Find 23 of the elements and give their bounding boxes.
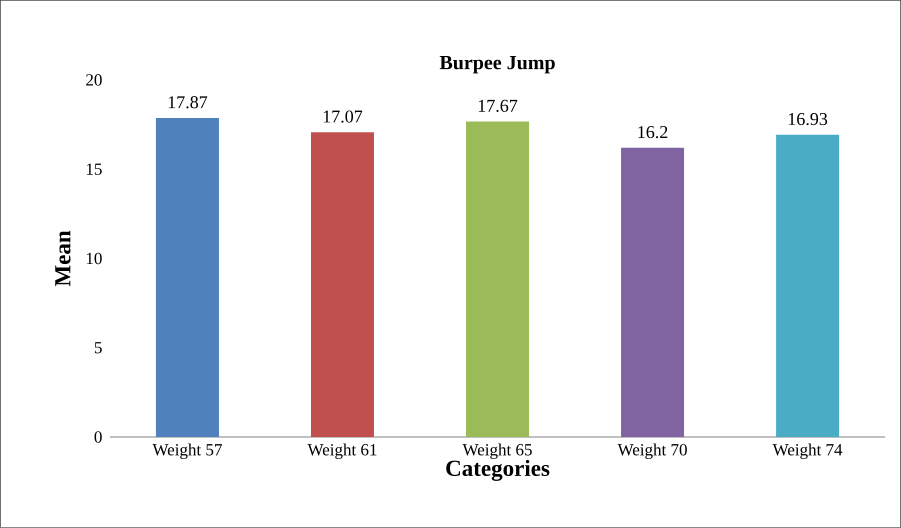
chart-title: Burpee Jump	[440, 56, 555, 74]
y-tick-label: 20	[86, 74, 102, 86]
y-tick-label: 5	[94, 342, 102, 354]
x-tick-label: Weight 70	[618, 444, 687, 460]
bar	[776, 134, 840, 438]
data-label: 16.2	[638, 126, 668, 138]
y-tick-label: 10	[86, 252, 102, 264]
x-tick-label: Weight 65	[462, 444, 532, 460]
x-tick-label: Weight 74	[772, 444, 842, 460]
bar	[466, 122, 530, 438]
bar	[621, 148, 684, 438]
y-tick-label: 15	[86, 164, 102, 175]
x-tick-label: Weight 57	[152, 444, 222, 460]
bar	[156, 118, 219, 438]
bar	[310, 132, 374, 438]
y-tick-label: 0	[94, 431, 102, 443]
data-label: 17.87	[168, 96, 208, 108]
data-label: 17.67	[478, 100, 518, 112]
x-axis-title: Categories	[446, 460, 550, 481]
x-tick-label: Weight 61	[308, 444, 376, 460]
data-label: 17.07	[324, 110, 362, 123]
data-label: 16.93	[788, 113, 828, 126]
y-axis-title: Mean	[55, 230, 71, 286]
